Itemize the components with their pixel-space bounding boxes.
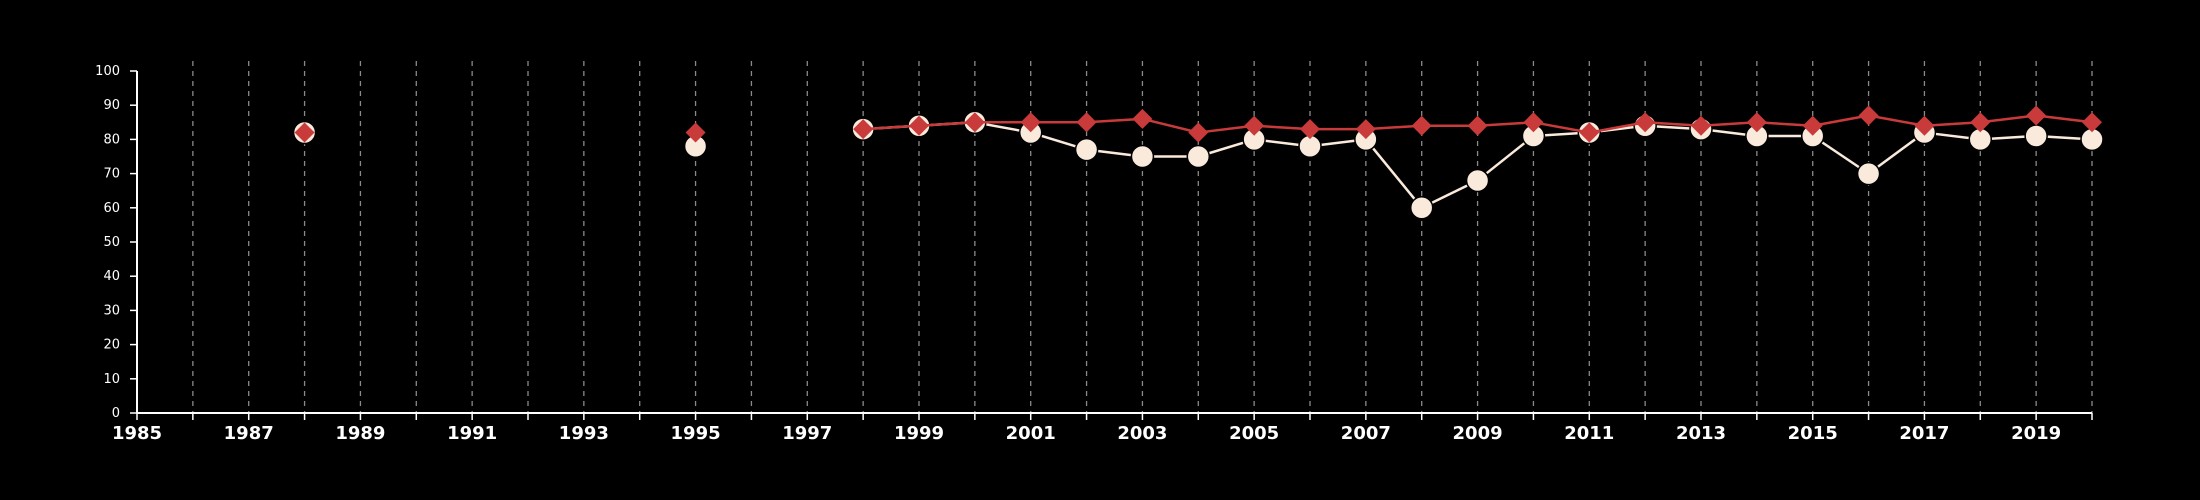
- data-point-circle: [1074, 137, 1099, 162]
- series-line-segment: [1589, 121, 1646, 134]
- data-point-diamond: [1858, 105, 1879, 126]
- x-tick-label: 2019: [2011, 423, 2061, 444]
- y-axis-ticks: 0 10 20 30 40 50 60 70 80 90 100: [95, 64, 137, 421]
- x-tick-label: 1985: [112, 423, 162, 444]
- data-point-diamond: [853, 119, 874, 140]
- data-point-diamond: [685, 122, 706, 143]
- data-point-diamond: [909, 115, 929, 136]
- data-point-diamond: [1300, 119, 1320, 140]
- x-tick-label: 2017: [1899, 423, 1949, 444]
- series-group: [292, 105, 2104, 220]
- data-point-diamond: [1746, 112, 1767, 133]
- x-tick-label: 1999: [894, 423, 944, 444]
- data-point-diamond: [2082, 112, 2102, 133]
- data-point-diamond: [1579, 122, 1600, 143]
- y-tick-label: 0: [112, 406, 120, 421]
- data-point-diamond: [964, 112, 985, 133]
- x-tick-label: 1993: [559, 423, 609, 444]
- x-tick-label: 2011: [1564, 423, 1614, 444]
- data-point-diamond: [1132, 108, 1153, 129]
- x-tick-label: 1997: [782, 423, 832, 444]
- y-tick-label: 10: [103, 372, 120, 387]
- series-line-segment: [1812, 114, 1869, 127]
- x-tick-label: 1991: [447, 423, 497, 444]
- series-line-segment: [1142, 117, 1199, 134]
- data-point-diamond: [1244, 115, 1265, 136]
- data-point-circle: [2024, 124, 2048, 148]
- x-tick-label: 2001: [1006, 423, 1056, 444]
- x-axis-ticks: 1985 1987 1989 1991 1993 1995 1997 1999 2001 2003…: [112, 413, 2093, 444]
- data-point-diamond: [1467, 115, 1488, 136]
- x-tick-label: 2005: [1229, 423, 1279, 444]
- data-point-circle: [1856, 161, 1881, 186]
- data-point-circle: [1409, 196, 1434, 220]
- y-tick-label: 90: [103, 98, 120, 113]
- y-tick-label: 40: [103, 269, 120, 284]
- series-diamond: [294, 105, 2102, 143]
- x-tick-label: 2013: [1676, 423, 1726, 444]
- data-point-circle: [1465, 168, 1490, 193]
- data-point-diamond: [1188, 122, 1209, 143]
- series-line-segment: [1476, 135, 1535, 182]
- data-point-diamond: [1076, 112, 1097, 133]
- y-tick-label: 70: [103, 167, 120, 182]
- series-line-segment: [1533, 121, 1590, 134]
- data-point-diamond: [2026, 105, 2047, 126]
- x-tick-label: 2007: [1341, 423, 1391, 444]
- data-point-circle: [1130, 144, 1155, 169]
- y-tick-label: 100: [95, 64, 120, 79]
- x-tick-label: 2009: [1453, 423, 1503, 444]
- x-tick-label: 1987: [224, 423, 274, 444]
- data-point-circle: [1186, 144, 1211, 169]
- data-point-diamond: [1635, 112, 1656, 133]
- y-tick-label: 50: [103, 235, 120, 250]
- series-line-segment: [1868, 114, 1925, 127]
- x-tick-label: 1989: [335, 423, 385, 444]
- data-point-diamond: [1523, 112, 1544, 133]
- data-point-diamond: [1020, 112, 1041, 133]
- series-line-segment: [1980, 114, 2037, 124]
- y-tick-label: 20: [103, 338, 120, 353]
- data-point-diamond: [1802, 115, 1823, 136]
- data-point-diamond: [1411, 115, 1432, 136]
- y-tick-label: 60: [103, 201, 120, 216]
- y-tick-label: 30: [103, 303, 120, 318]
- x-tick-label: 2015: [1788, 423, 1838, 444]
- series-line-segment: [2035, 114, 2093, 124]
- vertical-gridlines: [192, 61, 2093, 413]
- x-tick-label: 2003: [1117, 423, 1167, 444]
- series-line-segment: [1198, 124, 1255, 134]
- data-point-diamond: [1355, 119, 1376, 140]
- y-tick-label: 80: [103, 132, 120, 147]
- series-line-segment: [1364, 138, 1423, 209]
- x-tick-label: 1995: [671, 423, 721, 444]
- data-point-diamond: [294, 122, 315, 143]
- data-point-diamond: [1691, 115, 1711, 136]
- data-point-diamond: [1970, 112, 1991, 133]
- data-point-diamond: [1914, 115, 1935, 136]
